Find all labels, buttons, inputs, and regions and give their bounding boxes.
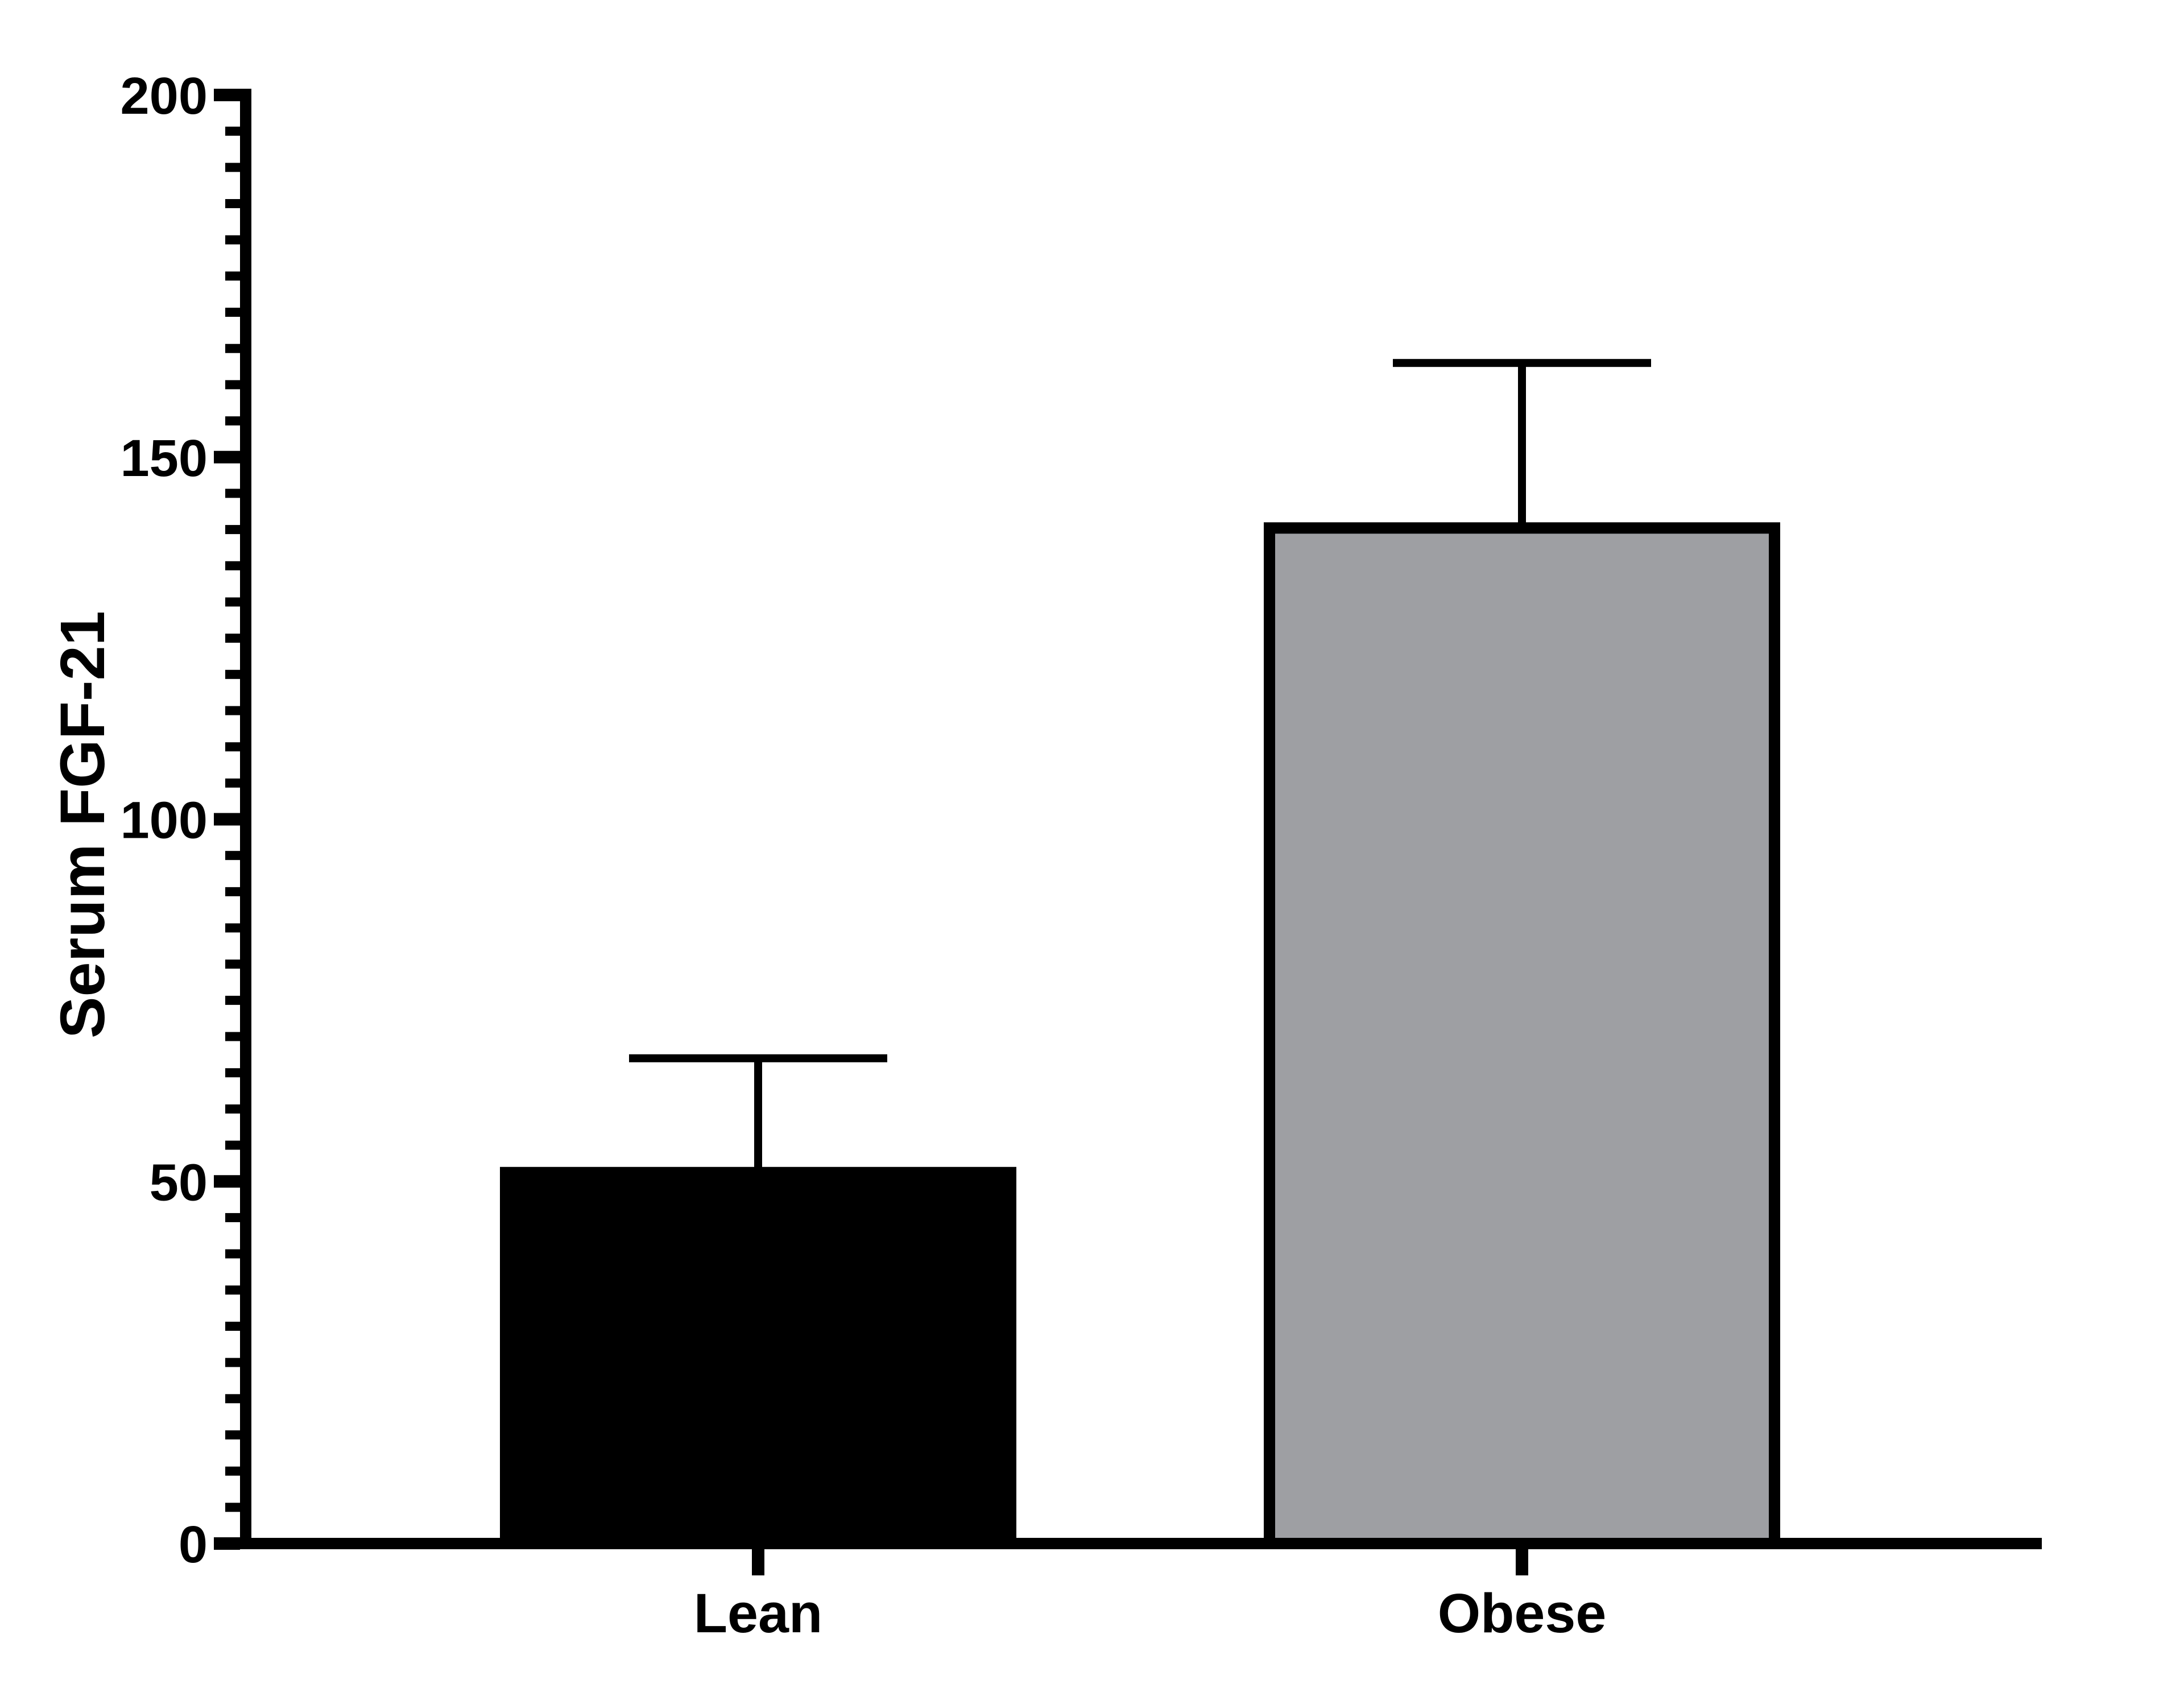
y-minor-tick	[225, 923, 240, 933]
bar-obese	[1264, 522, 1780, 1549]
y-minor-tick	[225, 851, 240, 860]
y-major-tick	[214, 450, 240, 464]
y-minor-tick	[225, 669, 240, 679]
y-minor-tick	[225, 778, 240, 788]
error-bar-stem	[1518, 363, 1526, 540]
y-minor-tick	[225, 561, 240, 570]
y-tick-label: 100	[121, 792, 208, 850]
y-minor-tick	[225, 1249, 240, 1259]
x-category-tick	[1516, 1549, 1528, 1575]
axes-layer	[214, 89, 2042, 1575]
y-minor-tick	[225, 1104, 240, 1114]
y-minor-tick	[225, 489, 240, 498]
y-minor-tick	[225, 1068, 240, 1078]
y-minor-tick	[225, 525, 240, 535]
y-tick-label: 150	[121, 429, 208, 487]
error-bar-stem	[754, 1058, 762, 1184]
y-minor-tick	[225, 1032, 240, 1041]
error-bars-layer	[629, 359, 1651, 1184]
y-minor-tick	[225, 995, 240, 1005]
labels-layer: Serum FGF-21 0 50 100 150 200 Lean Obese	[48, 67, 1606, 1644]
y-axis-line	[240, 89, 251, 1549]
y-minor-tick	[225, 959, 240, 969]
y-minor-tick	[225, 597, 240, 607]
y-major-tick	[214, 1175, 240, 1188]
y-minor-tick	[225, 1430, 240, 1439]
error-bar-cap	[629, 1054, 887, 1062]
y-major-tick	[214, 1537, 240, 1550]
y-axis-title: Serum FGF-21	[48, 611, 118, 1039]
y-minor-tick	[225, 1213, 240, 1222]
y-minor-tick	[225, 1140, 240, 1150]
y-minor-tick	[225, 1466, 240, 1476]
bar-lean	[500, 1166, 1016, 1549]
y-tick-label: 50	[150, 1153, 208, 1211]
y-minor-tick	[225, 163, 240, 172]
y-minor-tick	[225, 1321, 240, 1331]
error-bar-cap	[1393, 359, 1651, 367]
y-minor-tick	[225, 706, 240, 715]
y-minor-tick	[225, 634, 240, 643]
bars-layer	[500, 522, 1780, 1549]
x-category-tick	[752, 1549, 764, 1575]
y-minor-tick	[225, 235, 240, 245]
y-minor-tick	[225, 126, 240, 136]
y-tick-label: 200	[121, 67, 208, 125]
x-axis-line	[240, 1538, 2042, 1549]
y-minor-tick	[225, 199, 240, 209]
y-minor-tick	[225, 271, 240, 281]
y-tick-label: 0	[179, 1516, 208, 1574]
x-category-label: Obese	[1438, 1582, 1607, 1644]
y-minor-tick	[225, 308, 240, 317]
y-minor-tick	[225, 1503, 240, 1512]
x-category-label: Lean	[694, 1582, 822, 1644]
y-minor-tick	[225, 887, 240, 896]
y-major-tick	[214, 813, 240, 826]
y-minor-tick	[225, 1394, 240, 1404]
y-minor-tick	[225, 416, 240, 426]
y-minor-tick	[225, 1285, 240, 1295]
y-minor-tick	[225, 380, 240, 390]
y-minor-tick	[225, 1358, 240, 1367]
y-major-tick	[214, 89, 240, 101]
y-minor-tick	[225, 742, 240, 752]
y-minor-tick	[225, 344, 240, 353]
